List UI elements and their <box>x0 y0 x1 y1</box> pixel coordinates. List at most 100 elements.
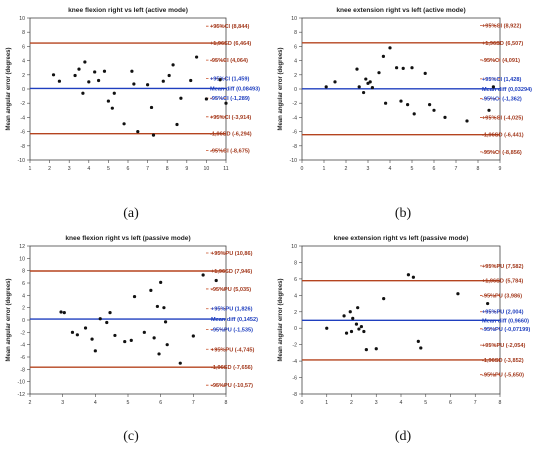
y-tick-label: -8 <box>20 144 25 150</box>
data-point <box>157 352 161 356</box>
data-point <box>362 90 366 95</box>
y-tick-label: 4 <box>294 59 297 65</box>
data-point <box>75 333 79 337</box>
x-tick-label: 4 <box>400 400 403 406</box>
y-tick-label: 2 <box>22 73 25 79</box>
y-tick-label: -6 <box>20 355 25 361</box>
data-point <box>162 306 166 310</box>
hline-label: -95%PU (-5,650) <box>482 373 524 379</box>
hline-label: +95%CI (-4,025) <box>482 116 523 122</box>
y-axis-label: Mean angular error (degrees) <box>6 278 12 361</box>
x-tick-label: 2 <box>345 166 348 172</box>
hline-label: -1,96SD (-6,441) <box>482 133 524 139</box>
y-tick-label: 4 <box>22 59 25 65</box>
hline-label: -1,96SD (-7,656) <box>211 365 253 371</box>
y-tick-label: -4 <box>20 115 25 121</box>
y-tick-label: 10 <box>291 16 297 22</box>
y-tick-label: -2 <box>292 101 297 107</box>
hline-label: +1,96SD (6,507) <box>482 41 523 47</box>
data-point <box>351 316 355 320</box>
y-tick-label: 4 <box>294 293 297 299</box>
y-axis-label: Mean angular error (degrees) <box>278 278 284 361</box>
data-point <box>419 346 423 350</box>
y-tick-label: -4 <box>20 343 25 349</box>
data-point <box>93 349 97 353</box>
hline-label: -95%PU (-1,535) <box>211 327 253 333</box>
data-point <box>224 101 228 105</box>
data-point <box>112 91 116 95</box>
data-point <box>70 330 75 334</box>
data-point <box>105 320 109 325</box>
x-tick-label: 9 <box>185 166 188 172</box>
hline-label: -95%PU (-10,57) <box>211 383 253 389</box>
x-tick-label: 8 <box>477 166 480 172</box>
hline-label: -95%PU (5,035) <box>211 287 251 293</box>
data-point <box>395 66 399 70</box>
panel-letter: (a) <box>123 206 139 221</box>
hline-label: -95%CI (4,064) <box>210 58 248 64</box>
data-point <box>364 77 368 81</box>
x-tick-label: 3 <box>68 166 71 172</box>
y-tick-label: 6 <box>22 44 25 50</box>
data-point <box>381 54 385 58</box>
hline-label: +95%PU (-4,745) <box>211 347 255 353</box>
data-point <box>110 106 114 110</box>
x-tick-label: 5 <box>127 400 130 406</box>
y-tick-label: 2 <box>22 306 25 312</box>
y-tick-label: 0 <box>294 326 297 332</box>
x-tick-label: 5 <box>107 166 110 172</box>
x-tick-label: 4 <box>389 166 392 172</box>
hline-label: -95%CI (-1,362) <box>482 97 522 103</box>
x-tick-label: 4 <box>87 166 90 172</box>
x-tick-label: 2 <box>29 400 32 406</box>
data-point <box>370 85 374 90</box>
x-tick-label: 0 <box>301 400 304 406</box>
x-tick-label: 3 <box>375 400 378 406</box>
panels: knee flexion right vs left (active mode)… <box>6 7 532 444</box>
data-point <box>348 310 352 314</box>
data-point <box>102 69 107 73</box>
data-point <box>142 330 146 334</box>
data-point <box>161 79 165 83</box>
data-point <box>377 71 381 75</box>
data-point <box>362 329 366 334</box>
y-tick-label: -2 <box>20 330 25 336</box>
data-point <box>411 275 415 279</box>
data-point <box>191 334 195 338</box>
data-point <box>201 273 205 277</box>
y-tick-label: 2 <box>294 73 297 79</box>
x-tick-label: 7 <box>192 400 195 406</box>
hline-label: +95%PU (10,86) <box>211 251 253 257</box>
data-point <box>384 101 388 105</box>
data-point <box>401 66 405 71</box>
x-tick-label: 10 <box>204 166 210 172</box>
data-point <box>465 119 469 123</box>
data-point <box>357 327 361 331</box>
y-tick-label: -4 <box>292 115 297 121</box>
data-point <box>83 326 88 330</box>
data-point <box>349 329 354 334</box>
data-point <box>178 361 182 365</box>
data-point <box>83 60 87 64</box>
y-tick-label: 8 <box>22 30 25 36</box>
y-tick-label: 6 <box>294 277 297 283</box>
data-point <box>416 339 420 343</box>
data-point <box>59 310 63 314</box>
y-tick-label: -8 <box>20 367 25 373</box>
y-tick-label: 8 <box>294 260 297 266</box>
y-tick-label: 4 <box>22 293 25 299</box>
chart-panel-2: knee extension right vs left (active mod… <box>278 7 532 221</box>
data-point <box>218 78 222 82</box>
x-tick-label: 9 <box>499 166 502 172</box>
hline-label: -95%CI (-8,856) <box>482 150 522 156</box>
data-point <box>152 336 156 340</box>
hline-label: -1,96SD (-3,852) <box>482 358 524 364</box>
hline-label: +95%PU (2,004) <box>482 310 524 316</box>
data-point <box>159 280 163 284</box>
data-point <box>77 67 81 71</box>
data-point <box>325 326 329 330</box>
hline-label: -95%PU (-0,07199) <box>482 327 530 333</box>
hline-label: +95%PU (1,826) <box>211 307 253 313</box>
data-point <box>388 46 392 50</box>
chart-panel-3: knee flexion right vs left (passive mode… <box>6 235 258 444</box>
